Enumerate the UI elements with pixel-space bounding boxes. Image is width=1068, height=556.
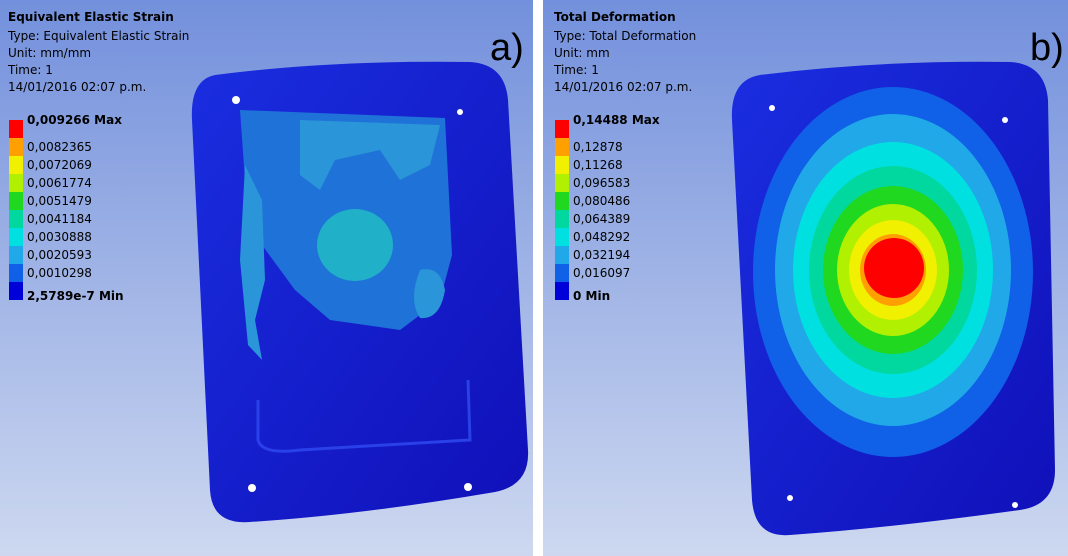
legend-label: 0,12878 xyxy=(573,140,623,154)
legend-swatch xyxy=(9,282,23,300)
panel-tag: a) xyxy=(490,27,524,69)
legend-swatch xyxy=(9,210,23,228)
legend-swatch xyxy=(555,228,569,246)
legend-swatch xyxy=(555,282,569,300)
result-time: Time: 1 xyxy=(553,63,599,77)
legend-label: 0,009266 Max xyxy=(27,113,122,127)
legend-label: 0,11268 xyxy=(573,158,623,172)
result-unit: Unit: mm/mm xyxy=(8,46,91,60)
legend-label: 0,016097 xyxy=(573,266,630,280)
result-unit: Unit: mm xyxy=(554,46,610,60)
result-type: Type: Total Deformation xyxy=(553,29,696,43)
legend-swatch xyxy=(9,174,23,192)
legend-label: 0,096583 xyxy=(573,176,630,190)
legend-label: 0,080486 xyxy=(573,194,630,208)
legend-swatch xyxy=(555,210,569,228)
result-date: 14/01/2016 02:07 p.m. xyxy=(554,80,692,94)
legend-swatch xyxy=(555,192,569,210)
legend-label: 0,0072069 xyxy=(27,158,92,172)
deformation-model xyxy=(732,62,1055,535)
legend-swatch xyxy=(9,156,23,174)
legend-swatch xyxy=(9,138,23,156)
legend-swatch xyxy=(555,120,569,138)
panel-tag: b) xyxy=(1030,27,1064,69)
legend-swatch xyxy=(9,264,23,282)
legend-label: 0,0082365 xyxy=(27,140,92,154)
legend-swatch xyxy=(9,246,23,264)
result-title: Total Deformation xyxy=(554,10,676,24)
legend-label: 0 Min xyxy=(573,289,610,303)
legend-label: 0,14488 Max xyxy=(573,113,660,127)
legend-label: 0,048292 xyxy=(573,230,630,244)
legend-swatch xyxy=(555,246,569,264)
result-type: Type: Equivalent Elastic Strain xyxy=(7,29,189,43)
legend-swatch xyxy=(9,228,23,246)
result-title: Equivalent Elastic Strain xyxy=(8,10,174,24)
legend-label: 0,032194 xyxy=(573,248,630,262)
strain-model xyxy=(192,62,528,522)
legend-label: 0,0051479 xyxy=(27,194,92,208)
legend-swatch xyxy=(555,264,569,282)
legend-swatch xyxy=(9,192,23,210)
legend-swatch xyxy=(555,156,569,174)
legend-label: 0,0030888 xyxy=(27,230,92,244)
result-date: 14/01/2016 02:07 p.m. xyxy=(8,80,146,94)
legend-swatch xyxy=(9,120,23,138)
legend-label: 0,064389 xyxy=(573,212,630,226)
screenshot: Equivalent Elastic Strain Type: Equivalen… xyxy=(0,0,1068,556)
legend-label: 0,0041184 xyxy=(27,212,92,226)
legend-label: 2,5789e-7 Min xyxy=(27,289,124,303)
legend-swatch xyxy=(555,174,569,192)
legend-label: 0,0061774 xyxy=(27,176,92,190)
legend-label: 0,0010298 xyxy=(27,266,92,280)
legend-label: 0,0020593 xyxy=(27,248,92,262)
legend-swatch xyxy=(555,138,569,156)
result-time: Time: 1 xyxy=(7,63,53,77)
